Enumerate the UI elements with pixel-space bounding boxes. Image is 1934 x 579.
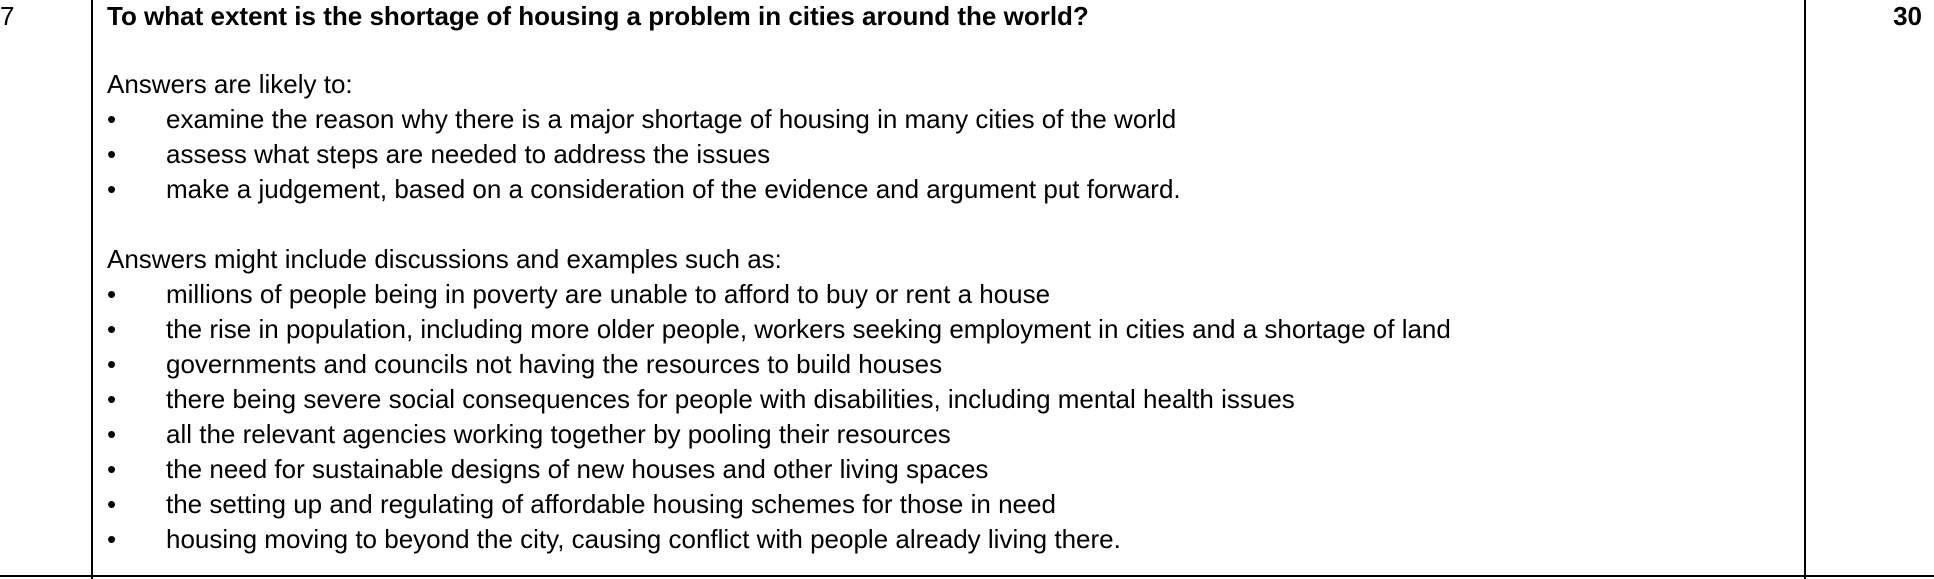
answer-guidance: To what extent is the shortage of housin… [107,0,1797,557]
list-item: • the rise in population, including more … [107,312,1797,347]
bullet-icon: • [107,174,117,204]
bullet-icon: • [107,419,117,449]
bullet-icon: • [107,279,117,309]
bullet-icon: • [107,454,117,484]
bullet-icon: • [107,139,117,169]
list-item: • make a judgement, based on a considerat… [107,172,1797,207]
column-divider-right [1804,0,1806,579]
likely-list: • examine the reason why there is a major… [107,102,1797,207]
list-item: • assess what steps are needed to address… [107,137,1797,172]
bullet-icon: • [107,349,117,379]
likely-intro: Answers are likely to: [107,69,353,99]
row-bottom-border [0,575,1934,577]
question-text: To what extent is the shortage of housin… [107,1,1089,31]
list-item: • governments and councils not having the… [107,347,1797,382]
list-item: • the need for sustainable designs of new… [107,452,1797,487]
list-item: • millions of people being in poverty are… [107,277,1797,312]
list-item: • all the relevant agencies working toget… [107,417,1797,452]
column-divider-left [91,0,93,579]
list-item: • there being severe social consequences … [107,382,1797,417]
list-item: • examine the reason why there is a major… [107,102,1797,137]
list-item: • housing moving to beyond the city, caus… [107,522,1797,557]
bullet-icon: • [107,384,117,414]
might-include-intro: Answers might include discussions and ex… [107,244,782,274]
bullet-icon: • [107,104,117,134]
marks-value: 30 [1893,1,1922,31]
list-item: • the setting up and regulating of afford… [107,487,1797,522]
bullet-icon: • [107,489,117,519]
bullet-icon: • [107,314,117,344]
question-number: 7 [0,1,15,31]
bullet-icon: • [107,524,117,554]
might-include-list: • millions of people being in poverty are… [107,277,1797,557]
